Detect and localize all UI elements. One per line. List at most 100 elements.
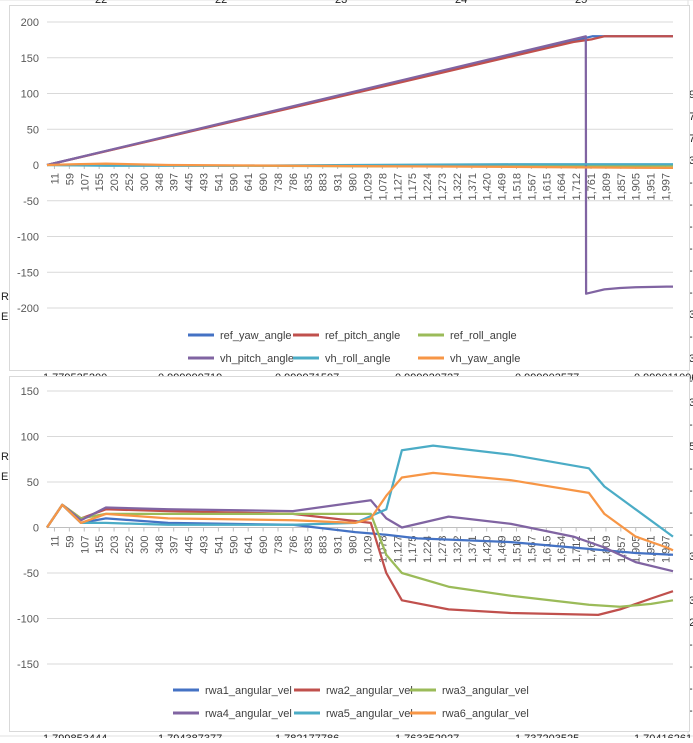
legend-label-rwa4_angular_vel: rwa4_angular_vel [205, 708, 292, 720]
legend-label-rwa1_angular_vel: rwa1_angular_vel [205, 685, 292, 697]
series-line-rwa4_angular_vel[interactable] [46, 499, 674, 573]
y-tick-label: -100 [17, 614, 39, 626]
x-tick-label: 252 [124, 173, 136, 191]
background-cell: 1.782177786 [275, 733, 339, 738]
background-cell: -0 [689, 705, 693, 717]
x-tick-label: 59 [64, 536, 76, 548]
x-tick-label: 1,175 [407, 536, 419, 564]
series-line-rwa5_angular_vel[interactable] [46, 444, 674, 538]
x-tick-label: 980 [348, 173, 360, 191]
background-cell: 59 [689, 441, 693, 453]
background-cell: 30 [689, 397, 693, 409]
background-cell: 1.799853444 [43, 733, 107, 738]
background-cell: -0 [689, 639, 693, 651]
x-tick-label: 883 [318, 173, 330, 191]
y-tick-label: -50 [23, 196, 39, 208]
background-cell: 39 [689, 551, 693, 563]
x-tick-label: 883 [318, 536, 330, 554]
series-line-ref_pitch_angle[interactable] [46, 35, 673, 167]
background-cell: 23 [335, 0, 347, 6]
x-tick-label: 786 [288, 173, 300, 191]
x-tick-label: 1,567 [526, 173, 538, 201]
x-tick-label: 835 [303, 173, 315, 191]
x-tick-label: 786 [288, 536, 300, 554]
y-tick-label: 0 [33, 160, 39, 172]
background-cell: -0 [689, 375, 693, 387]
x-tick-label: 1,857 [616, 173, 628, 201]
x-tick-label: 493 [199, 173, 211, 191]
x-tick-label: 348 [154, 536, 166, 554]
series-line-vh_pitch_angle[interactable] [46, 35, 673, 295]
attitude-angle-chart[interactable]: 200 150 100 50 0 -50 -100 -150 -200 11 59 107 155 203… [9, 5, 690, 371]
background-cell: 33 [689, 155, 693, 167]
series-line-ref_yaw_angle[interactable] [46, 35, 673, 167]
x-tick-label: 1,997 [661, 536, 673, 564]
legend-label-ref_pitch_angle: ref_pitch_angle [325, 330, 400, 342]
background-top-row: 22 22 23 24 25 [95, 0, 587, 6]
x-tick-label: 541 [213, 173, 225, 191]
x-tick-label: 1,469 [497, 536, 509, 564]
x-tick-label: 1,567 [526, 536, 538, 564]
background-cell: 1.794387377 [158, 733, 222, 738]
y-tick-label: 50 [27, 477, 39, 489]
x-tick-label: 397 [169, 536, 181, 554]
background-cell: -0 [689, 485, 693, 497]
x-tick-label: 1,518 [512, 536, 524, 564]
series-line-vh_yaw_angle[interactable] [46, 162, 673, 170]
x-tick-label: 835 [303, 536, 315, 554]
background-cell: 1.737203525 [515, 733, 579, 738]
x-tick-label: 1,857 [616, 536, 628, 564]
x-tick-label: 59 [64, 173, 76, 185]
y-tick-label: -150 [17, 659, 39, 671]
gridlines [47, 21, 673, 309]
background-right-cells: 95 75 75 33 -0 -0 -0 -0 -0 -0 31 -0 30 -0 30 -0 59 -0 -0 -0… [689, 89, 693, 717]
x-tick-label: 1,997 [661, 173, 673, 201]
background-cell: 2( [689, 617, 693, 629]
background-cell: -0 [689, 265, 693, 277]
x-tick-label: 590 [228, 536, 240, 554]
x-tick-label: 1,518 [512, 173, 524, 201]
background-cell: 22 [95, 0, 107, 6]
background-cell: R [1, 291, 9, 303]
x-tick-label: 107 [79, 173, 91, 191]
background-cell: -0 [689, 507, 693, 519]
background-cell: -0 [689, 529, 693, 541]
x-tick-label: 931 [333, 173, 345, 191]
x-tick-label: 1,224 [422, 536, 434, 564]
x-tick-label: 738 [273, 173, 285, 191]
background-cell: -0 [689, 419, 693, 431]
x-tick-label: 1,322 [452, 536, 464, 564]
legend-label-ref_yaw_angle: ref_yaw_angle [220, 330, 292, 342]
x-tick-label: 252 [124, 536, 136, 554]
x-tick-label: 931 [333, 536, 345, 554]
background-cell: -0 [689, 243, 693, 255]
x-tick-label: 1,371 [467, 536, 479, 564]
background-cell: 75 [689, 111, 693, 123]
x-tick-label: 203 [109, 173, 121, 191]
x-tick-label: 1,322 [452, 173, 464, 201]
x-tick-label: 641 [243, 536, 255, 554]
y-tick-label: 150 [21, 53, 39, 65]
x-tick-label: 107 [79, 536, 91, 554]
background-cell: 25 [575, 0, 587, 6]
legend-label-rwa3_angular_vel: rwa3_angular_vel [442, 685, 529, 697]
reaction-wheel-velocity-chart[interactable]: 150 100 50 0 -50 -100 -150 11 59 107 155 203 252 300 3… [9, 376, 690, 732]
x-tick-label: 1,712 [571, 536, 583, 564]
background-cell: -0 [689, 463, 693, 475]
x-tick-label: 1,273 [437, 173, 449, 201]
background-cell: -0 [689, 221, 693, 233]
x-tick-label: 1,905 [631, 536, 643, 564]
x-tick-label: 11 [49, 173, 61, 184]
y-tick-label: 0 [33, 523, 39, 535]
x-tick-label: 1,951 [646, 173, 658, 201]
x-tick-label: 1,615 [541, 173, 553, 201]
x-tick-label: 1,664 [556, 536, 568, 564]
x-tick-label: 1,127 [392, 536, 404, 564]
x-tick-label: 300 [139, 173, 151, 191]
y-tick-label: 100 [21, 89, 39, 101]
background-cell: -0 [689, 177, 693, 189]
background-cell: 31 [689, 309, 693, 321]
series-line-rwa6_angular_vel[interactable] [46, 471, 674, 552]
y-tick-label: 200 [21, 17, 39, 29]
